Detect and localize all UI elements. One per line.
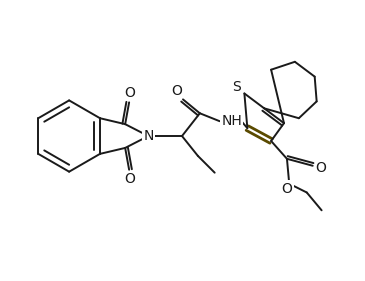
Text: O: O <box>315 161 326 175</box>
Text: O: O <box>172 85 182 98</box>
Text: O: O <box>125 87 135 101</box>
Text: NH: NH <box>221 114 242 128</box>
Text: S: S <box>232 80 241 94</box>
Text: O: O <box>281 182 292 196</box>
Text: N: N <box>143 129 154 143</box>
Text: O: O <box>125 172 135 186</box>
